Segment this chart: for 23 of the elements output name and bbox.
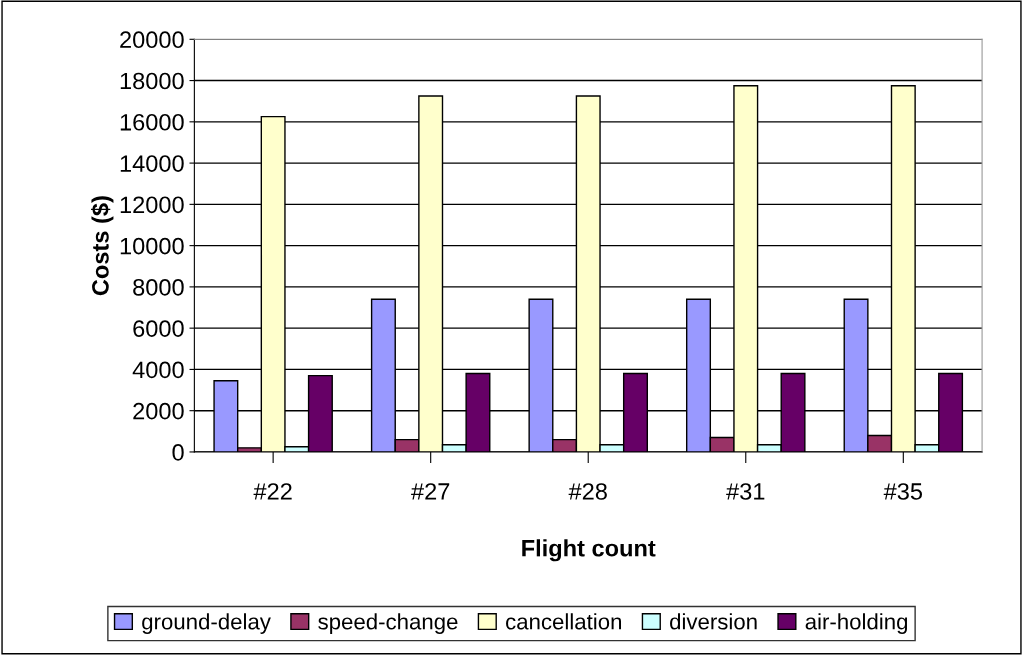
- x-tick-label: #31: [726, 483, 765, 500]
- x-axis-title: Flight count: [522, 539, 656, 562]
- legend-label: cancellation: [506, 613, 622, 630]
- legend-label: ground-delay: [142, 613, 271, 634]
- x-tick-label: #28: [568, 483, 607, 500]
- y-tick-label: 0: [172, 444, 184, 461]
- x-tick-label: #35: [883, 483, 923, 500]
- y-tick-label: 6000: [133, 320, 184, 337]
- y-tick-label: 16000: [120, 113, 184, 131]
- y-tick-label: 20000: [120, 31, 184, 49]
- y-tick-label: 10000: [120, 237, 184, 255]
- y-tick-label: 12000: [120, 196, 184, 214]
- legend-label: diversion: [670, 613, 757, 630]
- x-tick-label: #27: [411, 483, 450, 500]
- y-axis-title: Costs ($): [91, 196, 114, 296]
- legend-label: air-holding: [805, 613, 908, 634]
- y-tick-label: 8000: [133, 278, 184, 296]
- y-tick-label: 4000: [132, 361, 184, 379]
- y-tick-label: 14000: [120, 155, 184, 172]
- legend-label: speed-change: [318, 613, 458, 634]
- y-tick-label: 2000: [133, 402, 184, 420]
- y-tick-label: 18000: [120, 72, 184, 90]
- x-tick-label: #22: [253, 483, 292, 500]
